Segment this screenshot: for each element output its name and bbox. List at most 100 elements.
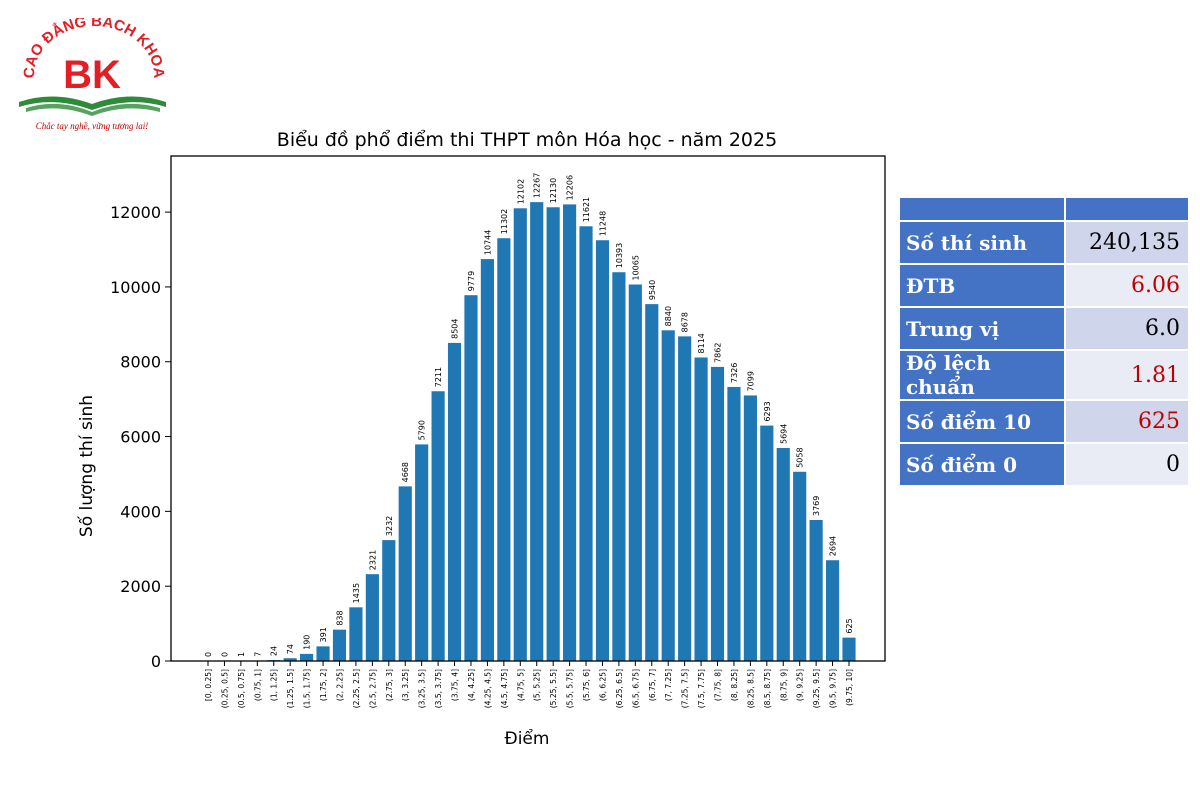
bar [530,202,544,661]
bar-value-label: 7862 [714,343,723,363]
bar [365,574,379,661]
bar-value-label: 10744 [483,230,492,255]
x-tick-label: (3.75, 4] [451,669,460,701]
x-tick-label: (0.5, 0.75] [237,669,246,708]
stats-value: 240,135 [1065,221,1188,265]
x-tick-label: (5.75, 6] [582,669,591,701]
bar-value-label: 11248 [598,211,607,236]
stats-label: Độ lệch chuẩn [900,350,1066,401]
bar [842,637,856,661]
x-tick-label: (5, 5.25] [533,669,542,701]
bar-value-label: 12267 [533,173,542,198]
stats-label: ĐTB [900,264,1066,308]
x-tick-label: (0.75, 1] [253,669,262,701]
stats-label: Số điểm 0 [900,443,1066,487]
stats-header-label-cell [900,198,1066,222]
x-tick-label: (4.5, 4.75] [500,669,509,708]
bar [349,607,363,661]
stats-row: Độ lệch chuẩn 1.81 [900,350,1188,401]
bar [300,653,314,661]
x-tick-label: (3.25, 3.5] [418,669,427,708]
bar [645,304,659,661]
bar [464,295,478,661]
college-logo: CAO ĐẲNG BÁCH KHOA BK Chắc tay nghề, vữn… [19,18,167,131]
bar [678,336,692,661]
bar-value-label: 8678 [681,312,690,332]
x-tick-label: (7.75, 8] [714,669,723,701]
bar [431,391,445,661]
x-tick-label: (4, 4.25] [467,669,476,701]
x-tick-label: (6.25, 6.5] [615,669,624,708]
bar [825,560,840,661]
bar [563,204,577,661]
bar-value-label: 625 [845,618,854,633]
bar-value-label: 5058 [796,447,805,467]
x-tick-label: (2, 2.25] [335,669,344,701]
bar-value-label: 7 [253,652,262,657]
bar-value-label: 3232 [385,516,394,536]
stats-label: Trung vị [900,307,1066,351]
x-axis-label: Điểm [505,728,550,749]
bar-value-label: 8840 [664,306,673,326]
y-tick-label: 8000 [120,353,161,372]
stats-table: Số thí sinh 240,135 ĐTB 6.06 Trung vị 6.0 Độ l… [900,198,1188,487]
stats-row: Số thí sinh 240,135 [900,221,1188,265]
x-tick-label: [0, 0.25] [204,669,213,701]
y-axis-label: Số lượng thí sinh [76,395,97,537]
bar [415,444,429,661]
bar-value-label: 391 [319,627,328,642]
y-tick-label: 6000 [120,428,161,447]
bar [497,238,511,661]
bar-value-label: 24 [270,646,279,656]
bar-value-label: 1 [237,652,246,657]
bar-value-label: 8504 [451,319,460,339]
bar-value-label: 2694 [829,536,838,556]
stats-row: Trung vị 6.0 [900,307,1188,351]
bar [513,208,527,661]
y-tick-label: 10000 [110,278,161,297]
x-tick-label: (4.75, 5] [516,669,525,701]
x-tick-label: (7.5, 7.75] [697,669,706,708]
bar [595,240,610,661]
bar-value-label: 10393 [615,243,624,268]
bar [398,486,412,661]
stats-value: 1.81 [1065,350,1188,401]
bar-value-label: 5694 [779,424,788,444]
bar [332,629,347,661]
y-tick-label: 2000 [120,577,161,596]
bar-value-label: 0 [220,652,229,657]
x-tick-label: (9, 9.25] [796,669,805,701]
stats-value: 0 [1065,443,1188,487]
chart-title: Biểu đồ phổ điểm thi THPT môn Hóa học - … [277,129,777,151]
stats-value: 6.06 [1065,264,1188,308]
bar [727,386,741,661]
bar [743,395,757,661]
x-tick-label: (9.5, 9.75] [829,669,838,708]
score-distribution-chart: Biểu đồ phổ điểm thi THPT môn Hóa học - … [76,129,886,749]
bar-value-label: 9779 [467,271,476,291]
bar [628,284,642,661]
bar [382,540,396,661]
x-tick-label: (8.25, 8.5] [746,669,755,708]
x-tick-label: (2.5, 2.75] [368,669,377,708]
bar-value-label: 7211 [434,367,443,387]
x-tick-label: (1.5, 1.75] [303,669,312,708]
bar [793,471,807,661]
y-tick-label: 4000 [120,502,161,521]
bar [809,520,823,661]
stats-value: 625 [1065,400,1188,444]
bar-value-label: 74 [286,644,295,654]
stats-label: Số điểm 10 [900,400,1066,444]
bar-value-label: 2321 [368,550,377,570]
bar-value-label: 0 [204,652,213,657]
x-tick-label: (2.25, 2.5] [352,669,361,708]
x-tick-label: (5.5, 5.75] [566,669,575,708]
bar [579,226,593,661]
x-tick-label: (6.75, 7] [648,669,657,701]
bar-value-label: 7099 [746,371,755,391]
bar [316,646,330,661]
bar [694,357,708,661]
bar-value-label: 6293 [763,401,772,421]
x-tick-label: (3.5, 3.75] [434,669,443,708]
